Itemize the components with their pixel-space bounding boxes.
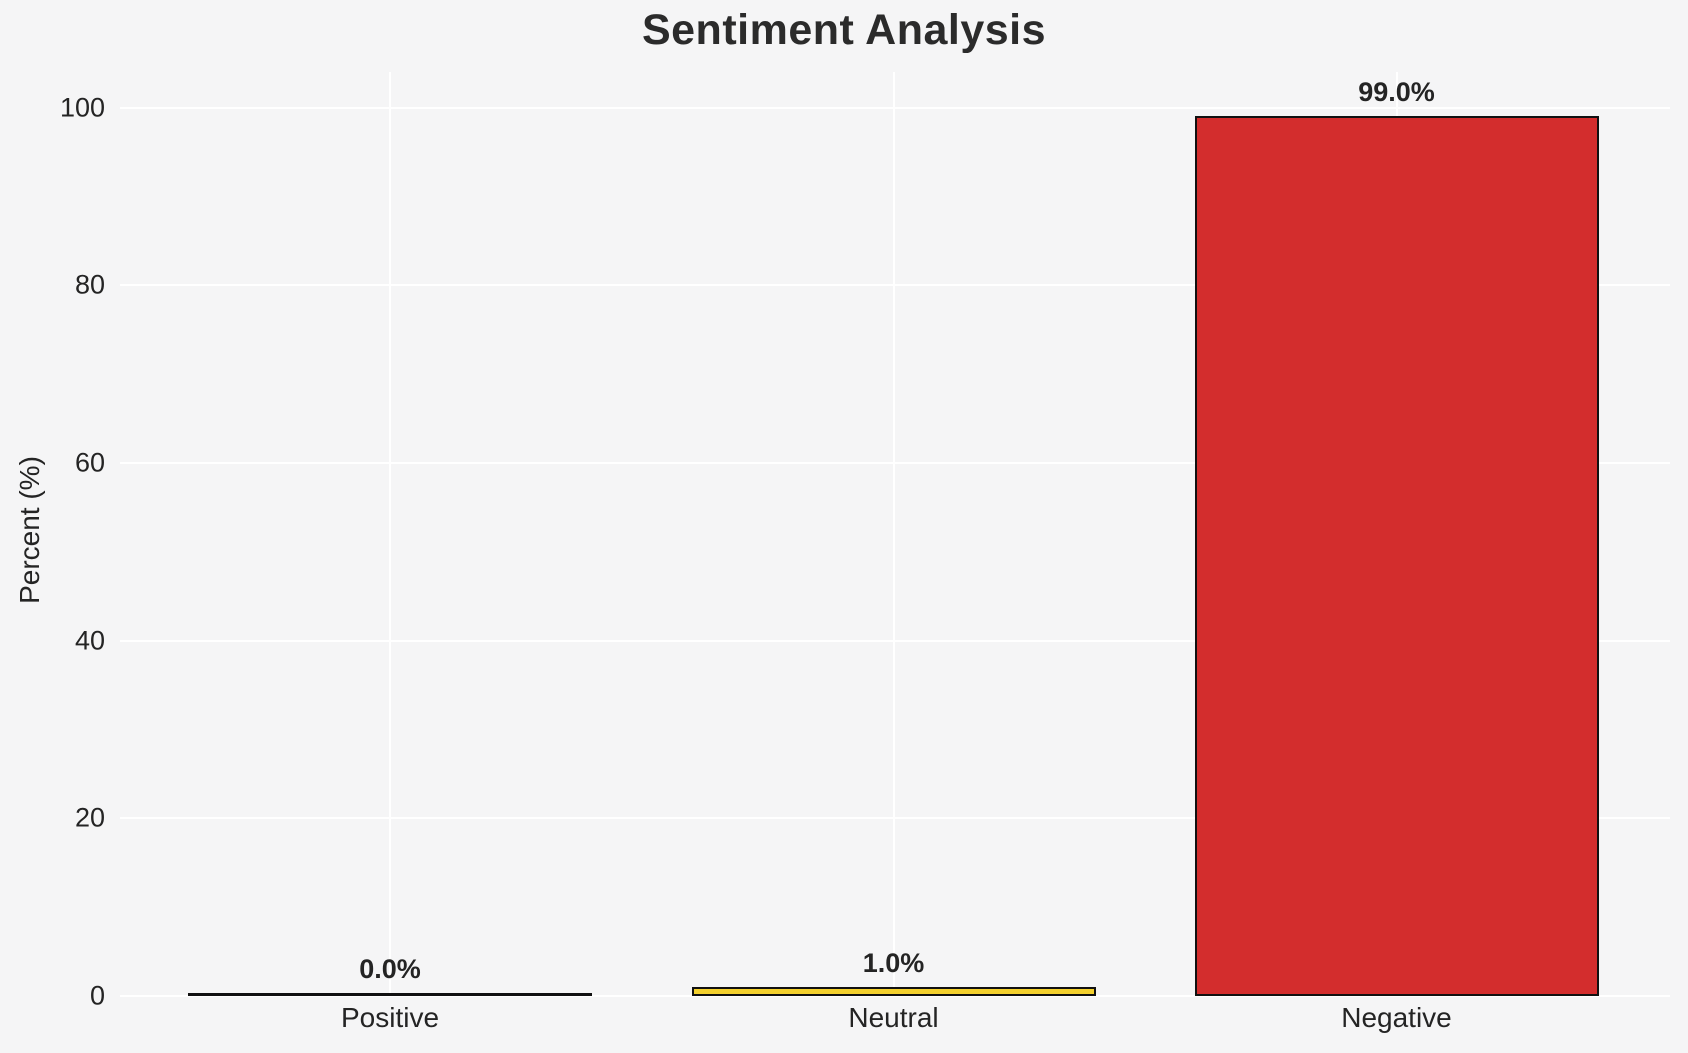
bar-positive: [188, 993, 592, 996]
horizontal-gridline: [120, 995, 1670, 997]
x-tick-label: Negative: [1341, 1002, 1452, 1033]
horizontal-gridline: [120, 817, 1670, 820]
bar-neutral: [691, 987, 1096, 996]
y-tick-label: 20: [74, 802, 105, 833]
horizontal-gridline: [120, 106, 1670, 109]
bar-value-label: 99.0%: [1358, 77, 1435, 108]
chart-title: Sentiment Analysis: [641, 6, 1047, 54]
y-tick-label: 0: [89, 980, 105, 1011]
y-tick-label: 60: [74, 447, 105, 478]
x-tick-label: Neutral: [848, 1002, 939, 1033]
x-tick-label: Positive: [340, 1002, 440, 1033]
plot-area: [120, 72, 1670, 997]
bar-value-label: 1.0%: [862, 948, 925, 979]
y-tick-label: 100: [59, 92, 105, 123]
bar-negative: [1194, 116, 1599, 996]
horizontal-gridline: [120, 284, 1670, 287]
bar-value-label: 0.0%: [359, 954, 421, 984]
horizontal-gridline: [120, 639, 1670, 642]
vertical-gridline: [892, 72, 895, 996]
vertical-gridline: [389, 72, 391, 996]
y-tick-label: 80: [74, 269, 105, 300]
y-tick-label: 40: [74, 625, 105, 656]
horizontal-gridline: [120, 461, 1670, 464]
